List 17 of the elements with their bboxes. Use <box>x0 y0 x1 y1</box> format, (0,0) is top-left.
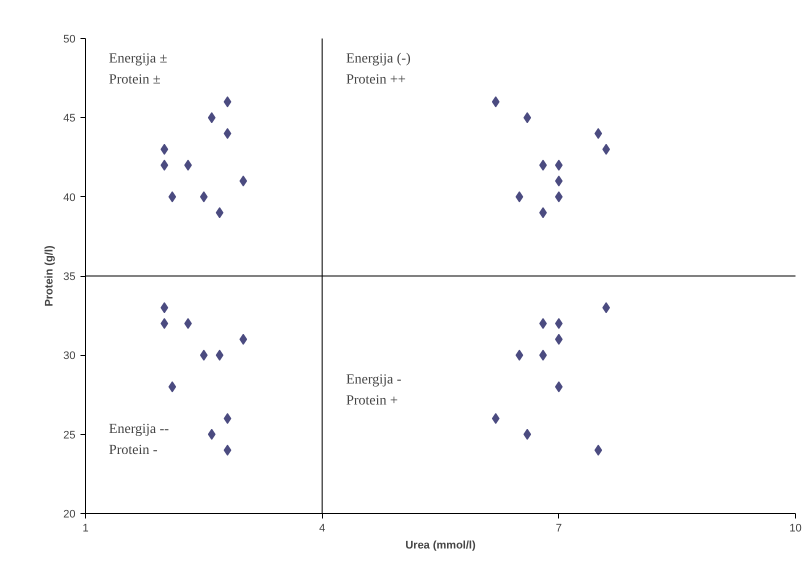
annotation: Energija ± Protein ± <box>108 51 168 88</box>
y-axis-title: Protein (g/l) <box>43 245 56 307</box>
y-tick-label: 40 <box>63 192 76 204</box>
x-tick-label: 7 <box>556 522 562 534</box>
y-tick-label: 25 <box>63 429 76 442</box>
y-tick-label: 45 <box>63 112 76 125</box>
annotation: Energija -- Protein - <box>108 422 170 458</box>
x-tick-label: 4 <box>319 522 326 534</box>
y-tick-label: 20 <box>63 508 76 520</box>
y-tick-label: 35 <box>63 271 76 283</box>
x-tick-label: 10 <box>789 522 802 534</box>
annotation: Energija - Protein + <box>346 372 402 408</box>
annotation: Energija (-) Protein ++ <box>346 51 412 88</box>
x-tick-label: 1 <box>82 522 89 534</box>
y-tick-label: 50 <box>63 34 76 46</box>
y-tick-label: 30 <box>63 350 76 362</box>
x-axis-title: Urea (mmol/l) <box>405 540 476 552</box>
